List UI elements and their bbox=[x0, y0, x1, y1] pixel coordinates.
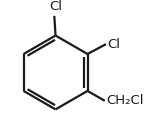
Text: CH₂Cl: CH₂Cl bbox=[106, 94, 144, 107]
Text: Cl: Cl bbox=[107, 38, 120, 51]
Text: Cl: Cl bbox=[49, 0, 62, 13]
